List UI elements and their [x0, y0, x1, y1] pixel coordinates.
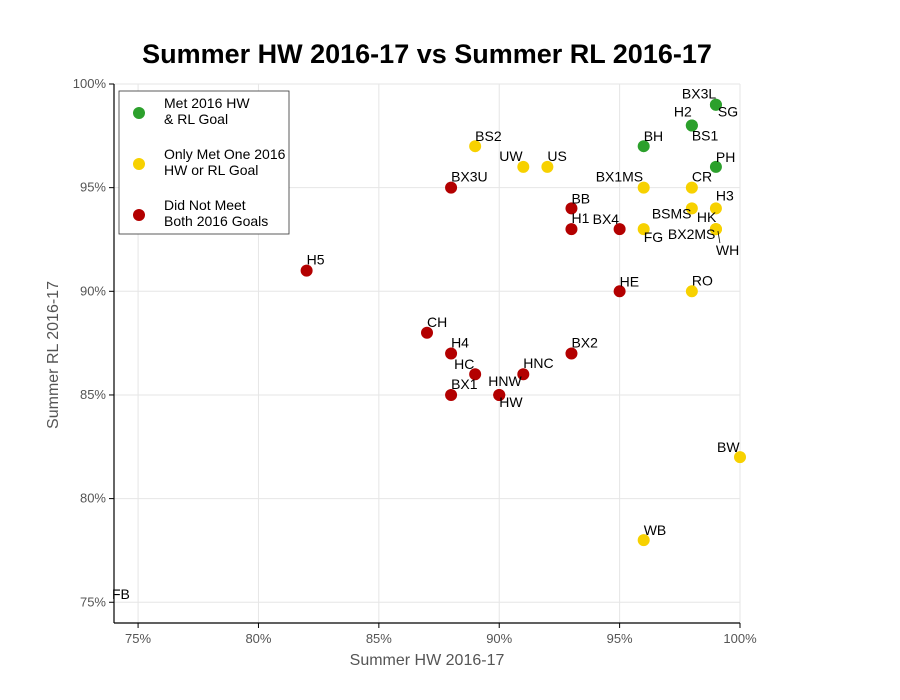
point-label: BS1 [692, 127, 719, 143]
point-label: BH [644, 128, 663, 144]
point-label: WH [716, 242, 739, 258]
x-tick-label: 75% [125, 631, 151, 646]
data-point [709, 160, 722, 173]
y-tick-label: 90% [80, 283, 106, 298]
axes [109, 83, 741, 628]
point-label: H2 [674, 103, 692, 119]
data-points [300, 98, 746, 547]
point-label: H1 [571, 210, 589, 226]
legend-entry-line: Both 2016 Goals [164, 213, 268, 229]
data-point [493, 388, 506, 401]
point-label: BS2 [475, 128, 502, 144]
data-point [445, 388, 458, 401]
data-point [613, 285, 626, 298]
legend: Met 2016 HW & RL Goal Only Met One 2016 HW … [118, 90, 290, 235]
point-label: BSMS [652, 205, 692, 221]
data-point [541, 160, 554, 173]
legend-entry: Did Not Meet Both 2016 Goals [164, 197, 268, 229]
point-label: UW [499, 148, 523, 164]
data-point [685, 285, 698, 298]
legend-entry: Met 2016 HW & RL Goal [164, 95, 250, 127]
x-tick-label: 100% [723, 631, 757, 646]
point-label: US [547, 148, 566, 164]
legend-entry-line: Met 2016 HW [164, 95, 250, 111]
data-point [565, 223, 578, 236]
point-label: BX3L [682, 86, 716, 102]
data-point [445, 181, 458, 194]
point-label: WB [644, 522, 667, 538]
data-point [709, 202, 722, 215]
point-label: H5 [307, 252, 325, 268]
point-label: BX3U [451, 169, 488, 185]
data-point [445, 347, 458, 360]
legend-entry-line: HW or RL Goal [164, 162, 258, 178]
data-point [637, 181, 650, 194]
tick-labels: 75% 80% 85% 90% 95% 100% 75% 80% 85% 90% 95% 100% [73, 76, 757, 646]
data-point [613, 223, 626, 236]
legend-entry-line: Only Met One 2016 [164, 146, 286, 162]
data-point [300, 264, 313, 277]
point-label: HW [499, 394, 523, 410]
point-label: BB [571, 190, 590, 206]
point-label: BX2MS [668, 226, 715, 242]
y-axis-label: Summer RL 2016-17 [45, 281, 62, 429]
point-label: BW [717, 439, 740, 455]
y-tick-label: 100% [73, 76, 107, 91]
point-label: HK [697, 209, 717, 225]
data-point [421, 326, 433, 339]
data-point [637, 223, 650, 236]
point-label: PH [716, 149, 735, 165]
x-tick-label: 95% [607, 631, 633, 646]
legend-entry-line: Did Not Meet [164, 197, 246, 213]
legend-marker [133, 158, 145, 170]
point-label: H3 [716, 187, 734, 203]
data-point [565, 202, 578, 215]
point-label: FB [112, 586, 130, 602]
x-tick-label: 80% [245, 631, 271, 646]
y-tick-label: 75% [80, 594, 106, 609]
chart-title: Summer HW 2016-17 vs Summer RL 2016-17 [142, 39, 712, 69]
data-point [685, 181, 698, 194]
data-point [709, 223, 722, 236]
legend-box [118, 90, 290, 235]
x-tick-label: 90% [486, 631, 512, 646]
data-point [709, 98, 722, 111]
point-label: HC [454, 356, 474, 372]
point-label: BX2 [571, 335, 598, 351]
point-label: HNC [523, 355, 553, 371]
point-label: CH [427, 314, 447, 330]
point-label: BX1 [451, 376, 478, 392]
legend-entry: Only Met One 2016 HW or RL Goal [164, 146, 286, 178]
legend-entry-line: & RL Goal [164, 111, 228, 127]
point-label: RO [692, 272, 713, 288]
point-label: FG [644, 229, 663, 245]
data-point [734, 451, 746, 464]
y-tick-label: 95% [80, 180, 106, 195]
point-label: SG [718, 104, 738, 120]
data-point [637, 140, 650, 153]
legend-marker [133, 209, 145, 221]
data-point [517, 160, 530, 173]
point-label: H4 [451, 335, 469, 351]
data-point [685, 119, 698, 132]
y-tick-label: 80% [80, 491, 106, 506]
point-label: BX4 [593, 211, 620, 227]
label-leader-line [717, 231, 721, 244]
data-point [637, 534, 650, 547]
data-point [517, 368, 530, 381]
point-label: HE [620, 273, 639, 289]
data-point [469, 140, 482, 153]
point-label: HNW [488, 373, 522, 389]
data-point [469, 368, 482, 381]
legend-marker [133, 107, 145, 119]
data-point [565, 347, 578, 360]
x-tick-label: 85% [366, 631, 392, 646]
data-point [685, 202, 698, 215]
x-axis-label: Summer HW 2016-17 [350, 652, 505, 669]
y-tick-label: 85% [80, 387, 106, 402]
point-label: CR [692, 169, 712, 185]
point-label: BX1MS [596, 169, 643, 185]
